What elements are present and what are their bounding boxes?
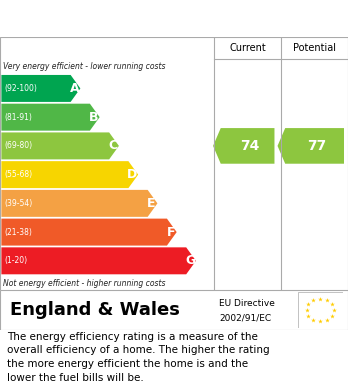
- Text: D: D: [127, 168, 137, 181]
- Text: (69-80): (69-80): [4, 142, 32, 151]
- Text: (55-68): (55-68): [4, 170, 32, 179]
- Text: F: F: [167, 226, 175, 239]
- Text: 74: 74: [240, 139, 260, 153]
- Polygon shape: [1, 133, 119, 160]
- Text: C: C: [109, 140, 118, 152]
- Text: (39-54): (39-54): [4, 199, 32, 208]
- Text: B: B: [89, 111, 98, 124]
- Polygon shape: [278, 128, 344, 164]
- Text: 2002/91/EC: 2002/91/EC: [219, 314, 271, 323]
- Text: (92-100): (92-100): [4, 84, 37, 93]
- Polygon shape: [1, 75, 80, 102]
- Text: Not energy efficient - higher running costs: Not energy efficient - higher running co…: [3, 278, 166, 287]
- Polygon shape: [213, 128, 275, 164]
- Text: E: E: [147, 197, 156, 210]
- Text: EU Directive: EU Directive: [219, 300, 275, 308]
- Polygon shape: [1, 248, 196, 274]
- Text: G: G: [185, 254, 195, 267]
- Text: A: A: [70, 82, 79, 95]
- Text: The energy efficiency rating is a measure of the
overall efficiency of a home. T: The energy efficiency rating is a measur…: [7, 332, 270, 383]
- Text: (81-91): (81-91): [4, 113, 32, 122]
- Text: (1-20): (1-20): [4, 256, 27, 265]
- Polygon shape: [1, 161, 138, 188]
- Text: England & Wales: England & Wales: [10, 301, 180, 319]
- Text: (21-38): (21-38): [4, 228, 32, 237]
- Polygon shape: [1, 104, 100, 131]
- Text: Potential: Potential: [293, 43, 336, 53]
- Text: 77: 77: [307, 139, 326, 153]
- Polygon shape: [1, 219, 177, 246]
- Text: Very energy efficient - lower running costs: Very energy efficient - lower running co…: [3, 62, 166, 71]
- Text: Current: Current: [229, 43, 266, 53]
- Text: Energy Efficiency Rating: Energy Efficiency Rating: [10, 12, 220, 27]
- Polygon shape: [1, 190, 157, 217]
